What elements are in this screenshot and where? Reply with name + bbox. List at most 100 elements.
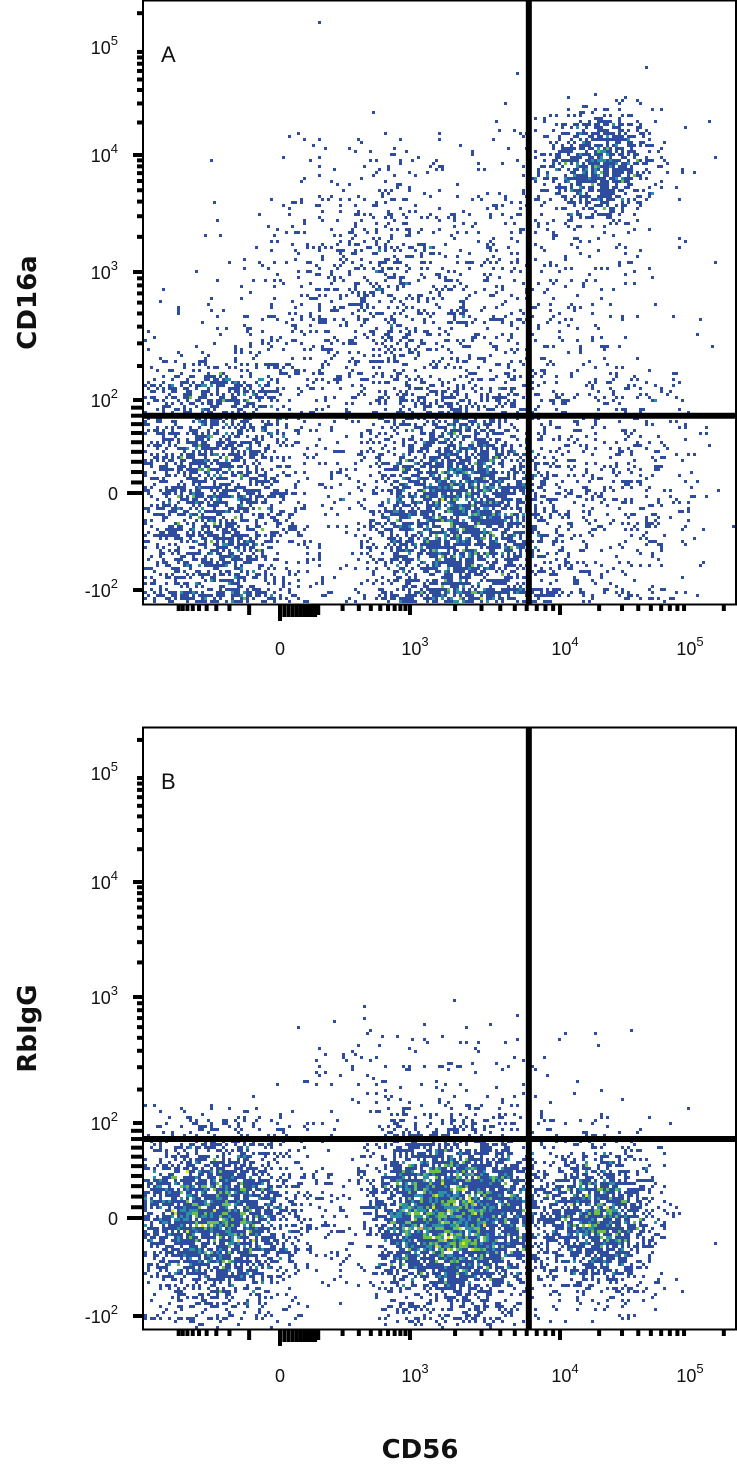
density-cell xyxy=(510,444,513,447)
density-cell xyxy=(465,579,468,582)
density-cell xyxy=(330,477,333,480)
density-cell xyxy=(444,570,447,573)
density-cell xyxy=(552,504,555,507)
density-cell xyxy=(486,495,489,498)
density-cell xyxy=(228,495,231,498)
density-cell xyxy=(546,600,549,603)
density-cell xyxy=(297,387,300,390)
density-cell xyxy=(312,345,315,348)
density-cell xyxy=(507,561,510,564)
density-cell xyxy=(213,366,216,369)
density-cell xyxy=(261,387,264,390)
density-cell xyxy=(396,504,399,507)
density-cell xyxy=(465,504,468,507)
density-cell xyxy=(516,588,519,591)
density-cell xyxy=(219,546,222,549)
density-cell xyxy=(462,447,465,450)
density-cell xyxy=(432,231,435,234)
density-cell xyxy=(300,390,303,393)
density-cell xyxy=(399,390,402,393)
density-cell xyxy=(465,489,468,492)
density-cell xyxy=(201,585,204,588)
density-cell xyxy=(531,315,534,318)
density-cell xyxy=(330,300,333,303)
density-cell xyxy=(276,525,279,528)
density-cell xyxy=(219,402,222,405)
density-cell xyxy=(615,204,618,207)
density-cell xyxy=(390,267,393,270)
density-cell xyxy=(237,381,240,384)
density-cell xyxy=(336,450,339,453)
density-cell xyxy=(684,126,687,129)
density-cell xyxy=(474,450,477,453)
density-cell xyxy=(456,543,459,546)
density-cell xyxy=(489,585,492,588)
density-cell xyxy=(498,495,501,498)
density-cell xyxy=(573,204,576,207)
density-cell xyxy=(207,303,210,306)
density-cell xyxy=(255,450,258,453)
density-cell xyxy=(225,423,228,426)
density-cell xyxy=(450,558,453,561)
density-cell xyxy=(246,363,249,366)
density-cell xyxy=(153,477,156,480)
density-cell xyxy=(264,393,267,396)
density-cell xyxy=(513,222,516,225)
density-cell xyxy=(228,579,231,582)
density-cell xyxy=(588,201,591,204)
density-cell xyxy=(513,468,516,471)
density-cell xyxy=(495,582,498,585)
density-cell xyxy=(468,435,471,438)
density-cell xyxy=(348,273,351,276)
density-cell xyxy=(171,528,174,531)
density-cell xyxy=(408,576,411,579)
density-cell xyxy=(660,147,663,150)
density-cell xyxy=(219,438,222,441)
density-cell xyxy=(399,483,402,486)
density-cell xyxy=(510,597,513,600)
density-cell xyxy=(507,534,510,537)
density-cell xyxy=(489,216,492,219)
density-cell xyxy=(450,597,453,600)
density-cell xyxy=(420,591,423,594)
density-cell xyxy=(171,456,174,459)
density-cell xyxy=(648,171,651,174)
density-cell xyxy=(306,561,309,564)
density-cell xyxy=(618,132,621,135)
density-cell xyxy=(450,576,453,579)
density-cell xyxy=(627,150,630,153)
density-cell xyxy=(570,171,573,174)
density-cell xyxy=(405,531,408,534)
density-cell xyxy=(231,489,234,492)
density-cell xyxy=(258,474,261,477)
density-cell xyxy=(495,510,498,513)
density-cell xyxy=(147,402,150,405)
density-cell xyxy=(504,507,507,510)
density-cell xyxy=(357,591,360,594)
density-cell xyxy=(480,558,483,561)
density-cell xyxy=(240,597,243,600)
density-cell xyxy=(507,564,510,567)
density-cell xyxy=(192,573,195,576)
density-cell xyxy=(567,150,570,153)
density-cell xyxy=(489,423,492,426)
density-cell xyxy=(612,162,615,165)
density-cell xyxy=(282,510,285,513)
density-cell xyxy=(552,399,555,402)
density-cell xyxy=(453,549,456,552)
density-cell xyxy=(501,396,504,399)
density-cell xyxy=(453,420,456,423)
density-cell xyxy=(444,438,447,441)
density-cell xyxy=(600,138,603,141)
density-cell xyxy=(531,513,534,516)
density-cell xyxy=(231,555,234,558)
density-cell xyxy=(474,570,477,573)
density-cell xyxy=(195,492,198,495)
density-cell xyxy=(240,507,243,510)
density-cell xyxy=(588,189,591,192)
density-cell xyxy=(459,507,462,510)
density-cell xyxy=(144,540,147,543)
density-cell xyxy=(213,537,216,540)
density-cell xyxy=(372,285,375,288)
density-cell xyxy=(555,177,558,180)
